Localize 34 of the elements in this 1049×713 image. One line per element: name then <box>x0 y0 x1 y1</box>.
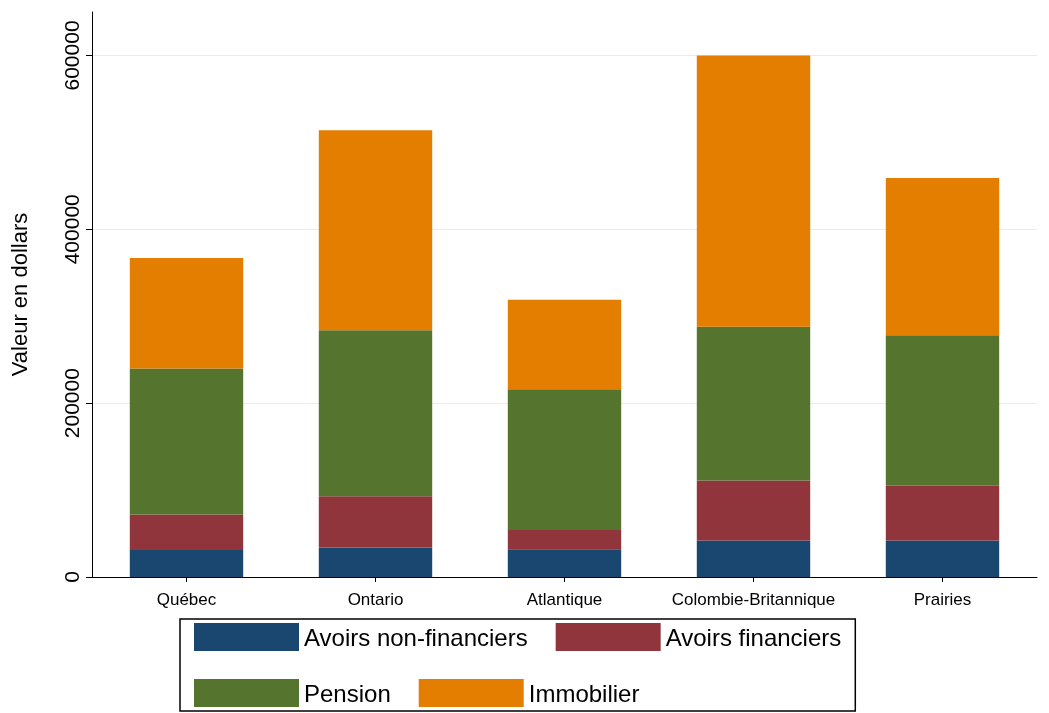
y-tick-label: 0 <box>60 571 83 583</box>
legend-label: Avoirs non-financiers <box>304 623 528 651</box>
x-tick-label: Québec <box>156 590 217 609</box>
bar <box>129 368 244 515</box>
bar <box>507 549 622 577</box>
bar <box>318 330 433 497</box>
bar <box>507 530 622 550</box>
x-tick-label: Ontario <box>347 590 404 609</box>
x-tick-label: Colombie-Britannique <box>671 590 836 609</box>
bar <box>129 257 244 369</box>
bar <box>129 514 244 551</box>
bar <box>696 540 811 577</box>
x-tick-label: Prairies <box>913 590 972 609</box>
bar <box>507 389 622 531</box>
bar <box>696 480 811 541</box>
bar <box>129 550 244 577</box>
x-tick-label: Atlantique <box>526 590 603 609</box>
bar <box>885 540 1000 577</box>
bar <box>696 55 811 327</box>
bar <box>885 178 1000 336</box>
bar <box>318 496 433 548</box>
legend-label: Immobilier <box>528 679 640 707</box>
y-tick-label: 400000 <box>60 194 83 265</box>
bar <box>696 326 811 481</box>
bar <box>507 299 622 390</box>
bar <box>318 130 433 331</box>
bar <box>885 485 1000 541</box>
legend-label: Pension <box>304 679 391 707</box>
bar <box>318 547 433 577</box>
y-tick-label: 600000 <box>60 20 83 91</box>
bar <box>885 335 1000 486</box>
y-axis-title: Valeur en dollars <box>6 212 32 377</box>
y-tick-label: 200000 <box>60 368 83 439</box>
legend-label: Avoirs financiers <box>665 623 842 651</box>
